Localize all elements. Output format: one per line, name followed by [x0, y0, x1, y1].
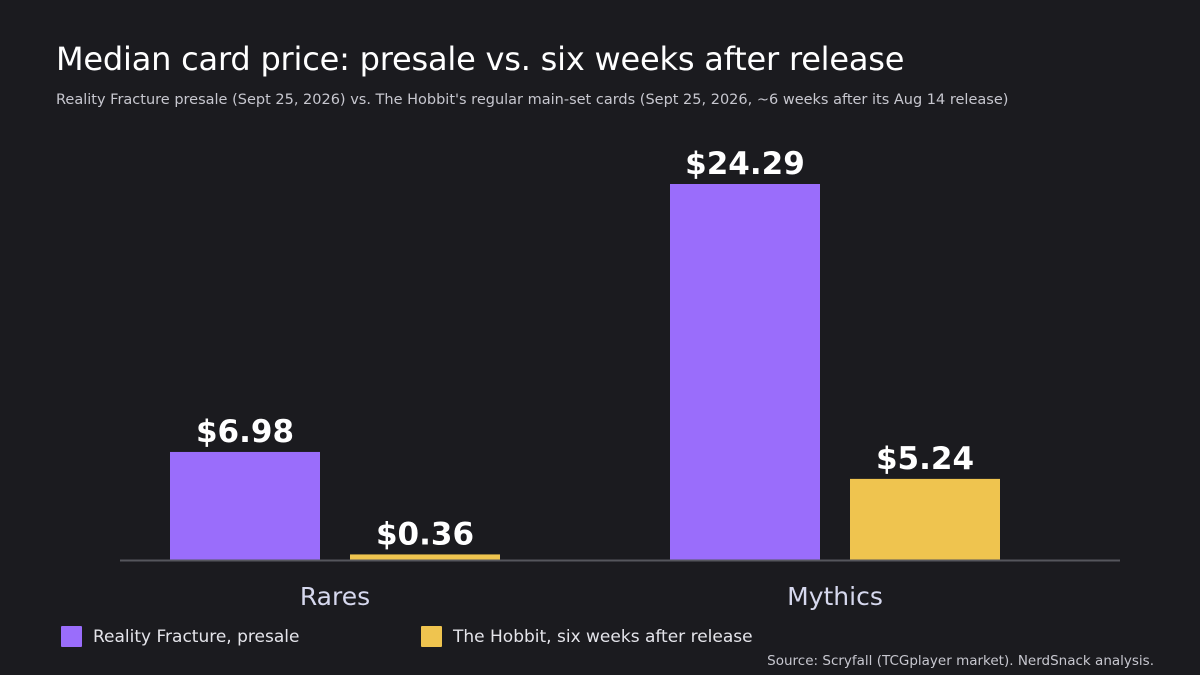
bar-rares-reality-fracture	[170, 451, 320, 560]
chart-subtitle: Reality Fracture presale (Sept 25, 2026)…	[56, 92, 1009, 108]
legend-label-reality-fracture: Reality Fracture, presale	[93, 626, 300, 647]
legend: Reality Fracture, presale The Hobbit, si…	[0, 626, 1200, 650]
chart-title: Median card price: presale vs. six weeks…	[56, 40, 905, 78]
source-note: Source: Scryfall (TCGplayer market). Ner…	[767, 653, 1154, 669]
bar-mythics-reality-fracture	[670, 184, 820, 560]
category-label-rares: Rares	[300, 582, 370, 611]
legend-label-hobbit: The Hobbit, six weeks after release	[453, 626, 753, 647]
category-label-mythics: Mythics	[787, 582, 883, 611]
legend-swatch-hobbit	[421, 626, 442, 647]
data-label-rares-reality-fracture: $6.98	[196, 414, 294, 450]
legend-item-reality-fracture: Reality Fracture, presale	[61, 626, 299, 647]
bar-rares-hobbit	[350, 554, 500, 560]
legend-item-hobbit: The Hobbit, six weeks after release	[421, 626, 753, 647]
data-label-mythics-hobbit: $5.24	[876, 441, 974, 477]
data-label-rares-hobbit: $0.36	[376, 516, 474, 552]
bar-mythics-hobbit	[850, 478, 1000, 560]
legend-swatch-reality-fracture	[61, 626, 82, 647]
data-label-mythics-reality-fracture: $24.29	[685, 146, 805, 182]
